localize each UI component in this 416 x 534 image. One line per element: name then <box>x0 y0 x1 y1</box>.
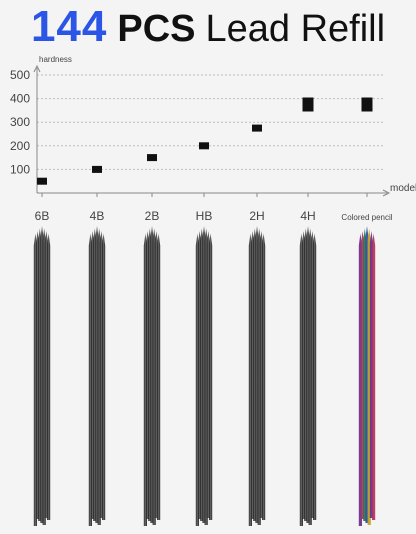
lead-bundle <box>143 226 161 526</box>
data-point <box>37 177 47 185</box>
data-point <box>361 97 373 112</box>
x-tick-label: 4B <box>90 209 105 223</box>
lead-stick <box>209 233 213 520</box>
product-text: Lead Refill <box>205 8 386 50</box>
x-tick-label: HB <box>196 209 213 223</box>
data-point <box>302 97 314 112</box>
x-tick-label: Colored pencil <box>341 213 392 222</box>
x-tick-label: 4H <box>300 209 315 223</box>
lead-stick <box>372 233 376 520</box>
x-tick-label: 6B <box>35 209 50 223</box>
data-point <box>199 142 209 150</box>
headline: 144 PCS Lead Refill <box>0 2 416 56</box>
y-tick-label: 300 <box>10 115 30 129</box>
x-tick-label: 2B <box>145 209 160 223</box>
data-point <box>252 124 262 132</box>
lead-bundle <box>88 226 106 526</box>
y-tick-label: 200 <box>10 139 30 153</box>
lead-bundle <box>248 226 266 526</box>
lead-stick <box>313 233 317 520</box>
y-axis-label: hardness <box>39 55 72 64</box>
unit-text: PCS <box>117 8 196 50</box>
x-axis-label: model <box>390 183 416 194</box>
lead-stick <box>102 233 106 520</box>
x-axis-arrow <box>382 189 391 197</box>
lead-stick <box>262 233 266 520</box>
lead-stick <box>47 233 51 520</box>
quantity-text: 144 <box>30 2 108 51</box>
lead-stick <box>157 233 161 520</box>
y-tick-label: 500 <box>10 68 30 82</box>
lead-bundle <box>33 226 51 526</box>
lead-bundle <box>299 226 317 526</box>
colored-lead-bundle <box>358 226 376 526</box>
y-tick-label: 100 <box>10 162 30 176</box>
x-tick-label: 2H <box>249 209 264 223</box>
data-point <box>147 154 157 162</box>
y-tick-label: 400 <box>10 92 30 106</box>
y-axis-arrow <box>33 64 41 73</box>
data-point <box>92 165 102 173</box>
lead-bundle <box>195 226 213 526</box>
